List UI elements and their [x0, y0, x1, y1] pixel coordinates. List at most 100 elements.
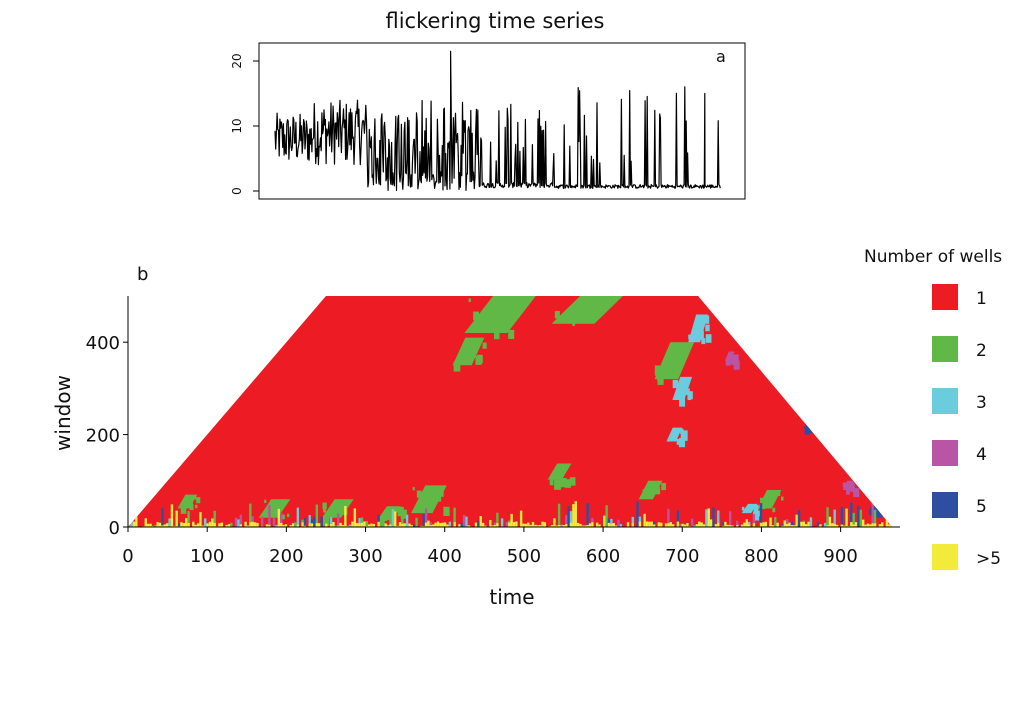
legend-swatch [932, 284, 958, 310]
cell-fleck [592, 310, 598, 319]
cell-band-yellow [341, 524, 345, 527]
cell-band [693, 525, 696, 527]
cell-band-yellow [144, 522, 148, 527]
cell-band [261, 516, 264, 527]
cell-band-yellow [880, 522, 884, 527]
cell-fleck [753, 504, 759, 512]
cell-patch [464, 296, 536, 333]
x-tick-label: 300 [348, 546, 382, 567]
cell-band-yellow [211, 523, 214, 527]
cell-fleck [180, 505, 187, 514]
cell-band-yellow [408, 523, 411, 527]
cell-band-yellow [669, 522, 672, 527]
cell-band-yellow [524, 523, 528, 527]
cell-band [177, 523, 181, 527]
cell-band-yellow [764, 521, 767, 527]
cell-fleck [333, 501, 337, 507]
cell-fleck [680, 430, 688, 441]
legend-label: >5 [976, 549, 1001, 569]
cell-fleck [605, 304, 609, 310]
cell-fleck [701, 338, 706, 345]
legend-swatch [932, 492, 958, 518]
cell-fleck [705, 334, 712, 343]
cell-band-yellow [650, 521, 653, 527]
cell-band [781, 524, 784, 527]
cell-band-yellow [282, 524, 285, 527]
cell-fleck [657, 375, 664, 385]
cell-band-yellow [251, 521, 254, 527]
cell-fleck [687, 394, 692, 401]
cell-band [337, 513, 340, 527]
cell-fleck [761, 502, 766, 510]
cell-band-yellow [512, 522, 516, 527]
cell-band-yellow [424, 522, 428, 527]
cell-band [557, 503, 561, 527]
cell-band [797, 509, 801, 527]
cell-band-yellow [747, 524, 751, 527]
cell-band-yellow [531, 522, 535, 527]
cell-band-yellow [852, 524, 855, 527]
cell-fleck [572, 321, 576, 326]
cell-band-yellow [522, 523, 525, 527]
cell-band [360, 517, 364, 527]
cell-fleck [378, 516, 385, 527]
cell-band-yellow [864, 524, 867, 527]
cell-band [291, 523, 295, 527]
cell-band-yellow [652, 524, 656, 527]
cell-fleck [323, 508, 327, 513]
cell-fleck [851, 483, 854, 487]
cell-band [816, 521, 820, 527]
cell-band [346, 525, 349, 527]
cell-band [496, 512, 499, 527]
cell-fleck [269, 500, 277, 511]
cell-fleck [741, 506, 745, 511]
cell-band-yellow [800, 521, 803, 527]
cell-band [334, 525, 338, 527]
cell-band-yellow [256, 522, 259, 527]
cell-band-yellow [185, 525, 188, 527]
cell-band-yellow [807, 521, 810, 527]
cell-band-yellow [372, 523, 376, 527]
cell-fleck [400, 509, 407, 519]
cell-band-yellow [538, 524, 542, 527]
cell-fleck [688, 334, 692, 340]
cell-band-yellow [869, 524, 872, 527]
panel-b-label: b [137, 264, 148, 285]
cell-band [707, 508, 710, 527]
cell-band [861, 519, 865, 527]
cell-fleck [673, 431, 677, 436]
cell-band-yellow [743, 522, 746, 527]
cell-band-yellow [515, 521, 518, 527]
panel-a-frame [258, 42, 746, 200]
cell-band-yellow [429, 525, 433, 527]
cell-fleck [777, 491, 781, 496]
x-tick-label: 0 [122, 546, 133, 567]
cell-band-yellow [284, 524, 288, 527]
cell-fleck [679, 397, 686, 407]
cell-band-yellow [885, 522, 889, 527]
cell-band [348, 524, 352, 527]
cell-band [859, 509, 862, 527]
cell-band-yellow [318, 523, 321, 527]
y-axis-label: window [51, 375, 75, 451]
cell-band [294, 522, 297, 527]
cell-band-yellow [581, 525, 585, 527]
cell-band [477, 520, 480, 527]
cell-band [783, 520, 786, 527]
cell-band [505, 521, 509, 527]
cell-fleck [728, 356, 734, 364]
cell-band [567, 505, 570, 527]
cell-band-yellow [536, 525, 539, 527]
cell-fleck [468, 298, 471, 303]
cell-band-yellow [541, 521, 544, 527]
cell-fleck [679, 388, 686, 397]
cell-band [605, 505, 608, 527]
cell-band-yellow [769, 521, 772, 527]
cell-band [510, 513, 513, 527]
cell-band-yellow [681, 523, 684, 527]
cell-fleck [476, 354, 483, 364]
cell-band-yellow [645, 521, 649, 527]
cell-fleck [772, 507, 776, 513]
cell-fleck [850, 486, 855, 493]
cell-band [303, 517, 307, 527]
